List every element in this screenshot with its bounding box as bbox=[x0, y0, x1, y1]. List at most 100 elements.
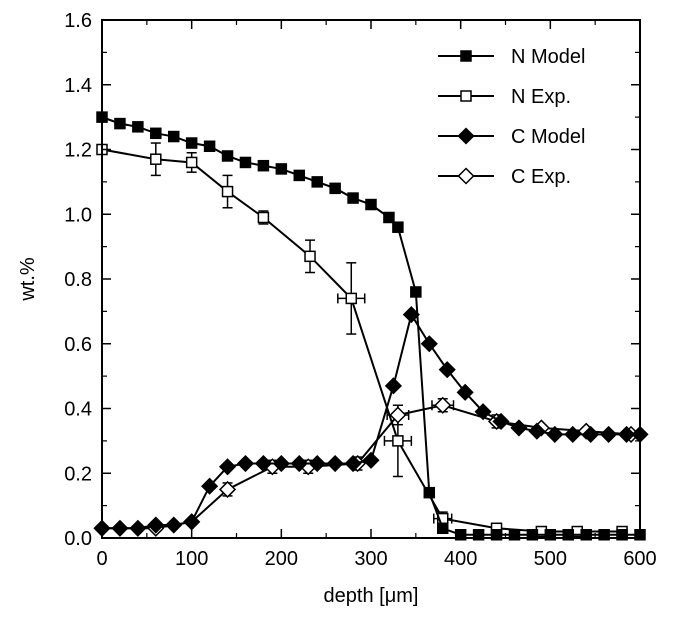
data-point bbox=[132, 121, 144, 133]
data-point bbox=[329, 182, 341, 195]
data-point bbox=[254, 454, 272, 473]
x-tick-label: 300 bbox=[354, 548, 387, 570]
data-point bbox=[185, 156, 198, 169]
data-point bbox=[311, 176, 323, 188]
data-point bbox=[598, 529, 610, 541]
data-point bbox=[362, 451, 380, 469]
y-tick-label: 1.6 bbox=[64, 10, 92, 32]
data-point bbox=[392, 221, 404, 233]
data-point bbox=[510, 419, 528, 437]
data-point bbox=[492, 412, 510, 431]
y-tick-label: 0.8 bbox=[64, 269, 92, 291]
data-point bbox=[420, 335, 438, 353]
data-point bbox=[384, 377, 402, 395]
data-point bbox=[410, 286, 422, 298]
legend-label: N Model bbox=[511, 46, 585, 68]
series-line bbox=[102, 312, 640, 530]
x-tick-label: 600 bbox=[623, 548, 656, 570]
data-point bbox=[526, 529, 539, 541]
x-axis-title: depth [μm] bbox=[324, 585, 419, 607]
legend-item-c-model: C Model bbox=[438, 126, 585, 148]
data-point bbox=[438, 361, 456, 379]
legend-item-n-model: N Model bbox=[438, 46, 585, 68]
legend-marker bbox=[460, 50, 472, 62]
data-point bbox=[562, 529, 575, 541]
y-tick-label: 1.0 bbox=[64, 204, 92, 226]
data-point bbox=[326, 454, 344, 473]
legend-marker bbox=[457, 127, 475, 145]
data-point bbox=[383, 211, 395, 224]
data-point bbox=[490, 529, 503, 541]
data-point bbox=[580, 529, 592, 541]
legend-label: C Model bbox=[511, 126, 585, 148]
legend-item-n-exp: N Exp. bbox=[438, 86, 571, 108]
series-n-exp bbox=[96, 142, 628, 538]
y-tick-label: 0.0 bbox=[64, 528, 92, 550]
y-tick-label: 1.4 bbox=[64, 75, 92, 97]
data-point bbox=[616, 529, 628, 541]
data-point bbox=[257, 211, 270, 224]
data-point bbox=[221, 185, 234, 198]
x-tick-label: 200 bbox=[265, 548, 298, 570]
data-point bbox=[392, 435, 404, 447]
y-axis-title: wt.% bbox=[17, 257, 39, 302]
series-c-exp bbox=[93, 396, 640, 537]
series-line bbox=[102, 404, 632, 530]
data-point bbox=[275, 163, 288, 175]
data-point bbox=[546, 425, 564, 443]
data-point bbox=[436, 522, 449, 535]
y-tick-label: 0.6 bbox=[64, 334, 92, 356]
data-point bbox=[290, 454, 308, 473]
y-tick-label: 1.2 bbox=[64, 140, 92, 162]
data-point bbox=[147, 516, 165, 534]
data-point bbox=[304, 250, 316, 263]
x-tick-labels: 0 100 200 300 400 500 600 bbox=[96, 548, 656, 570]
data-point bbox=[150, 127, 162, 140]
data-point bbox=[528, 422, 546, 440]
data-point bbox=[308, 454, 326, 473]
data-point bbox=[347, 192, 359, 204]
data-point bbox=[150, 153, 162, 165]
data-point bbox=[257, 159, 270, 172]
data-point bbox=[402, 306, 420, 324]
data-point bbox=[389, 406, 407, 424]
data-point bbox=[236, 454, 255, 473]
data-point bbox=[111, 519, 129, 537]
data-point bbox=[365, 198, 377, 211]
legend-marker bbox=[457, 167, 475, 185]
x-tick-label: 500 bbox=[534, 548, 567, 570]
legend-label: C Exp. bbox=[511, 166, 571, 188]
data-point bbox=[600, 425, 618, 443]
data-point bbox=[272, 454, 290, 473]
data-point bbox=[239, 156, 252, 169]
data-point bbox=[167, 130, 180, 143]
legend: N Model N Exp. C Model C Exp. bbox=[438, 46, 585, 188]
legend-item-c-exp: C Exp. bbox=[438, 166, 571, 188]
data-point bbox=[474, 403, 492, 421]
legend-marker bbox=[460, 90, 472, 102]
data-point bbox=[456, 383, 474, 401]
data-point bbox=[344, 454, 362, 473]
data-point bbox=[201, 477, 219, 495]
data-point bbox=[617, 425, 636, 443]
data-point bbox=[293, 169, 306, 182]
series-line bbox=[101, 148, 623, 533]
data-point bbox=[221, 150, 234, 162]
legend-label: N Exp. bbox=[511, 86, 571, 108]
data-point bbox=[423, 486, 436, 499]
series-c-model bbox=[93, 306, 649, 537]
data-point bbox=[185, 137, 198, 149]
x-tick-label: 400 bbox=[444, 548, 477, 570]
y-tick-label: 0.4 bbox=[64, 399, 92, 421]
data-point bbox=[472, 529, 485, 541]
data-point bbox=[203, 140, 216, 153]
data-point bbox=[129, 519, 147, 537]
y-tick-label: 0.2 bbox=[64, 463, 92, 485]
data-point bbox=[582, 425, 600, 443]
data-point bbox=[218, 480, 237, 498]
y-tick-labels: 0.0 0.2 0.4 0.6 0.8 1.0 1.2 1.4 1.6 bbox=[64, 10, 92, 550]
data-point bbox=[508, 529, 521, 541]
data-point bbox=[165, 516, 183, 534]
data-point bbox=[114, 117, 126, 130]
